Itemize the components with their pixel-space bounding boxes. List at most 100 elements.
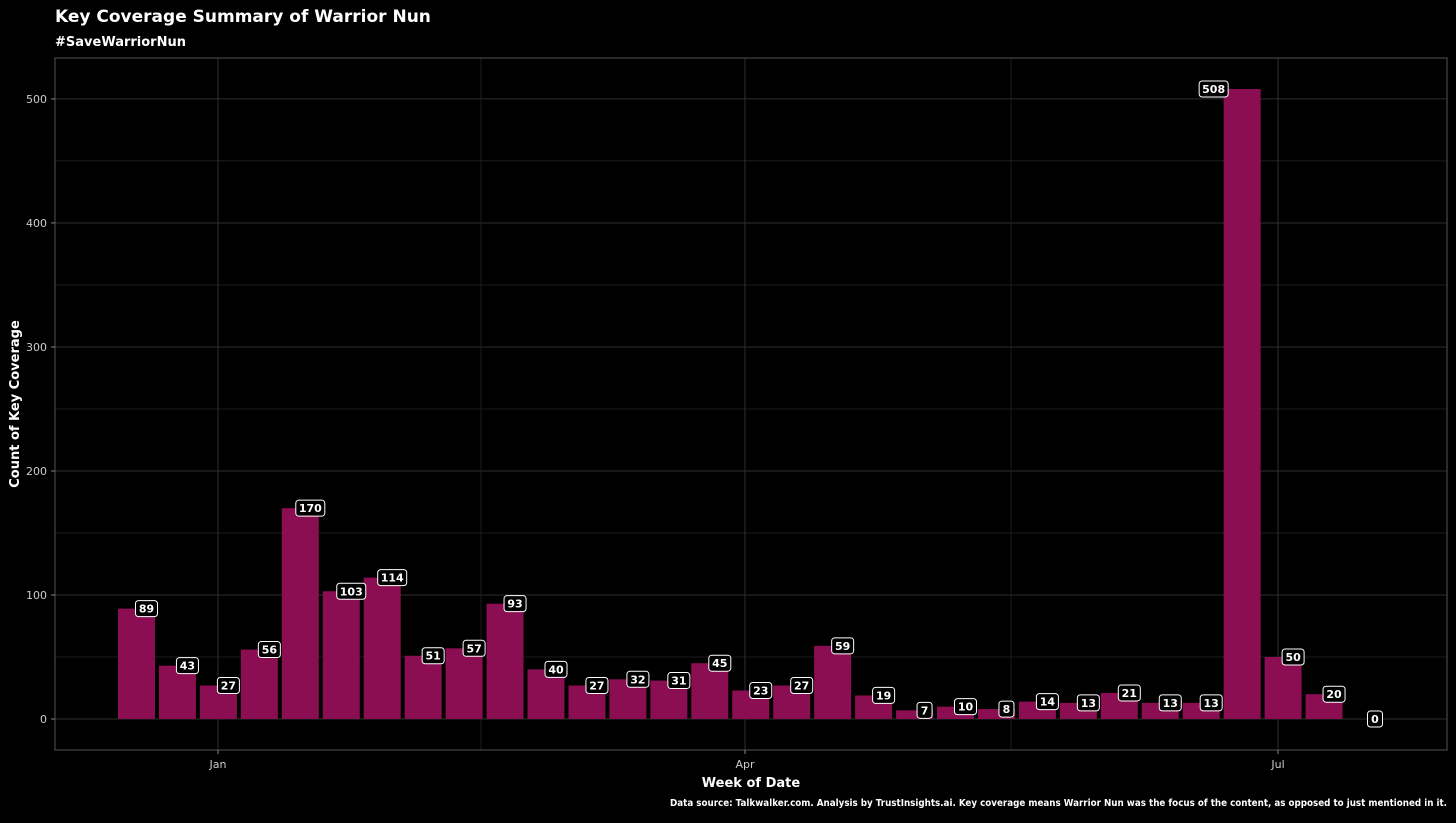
- bar: [404, 655, 442, 719]
- bar: [281, 508, 319, 719]
- bar: [322, 591, 360, 719]
- panel-border: [54, 57, 1448, 751]
- data-label: 27: [585, 677, 609, 695]
- data-label: 93: [503, 595, 527, 613]
- data-label: 0: [1367, 710, 1383, 728]
- chart-caption: Data source: Talkwalker.com. Analysis by…: [670, 798, 1447, 809]
- data-label-box: [916, 701, 933, 719]
- data-label-box: [1117, 684, 1141, 702]
- data-label-box: [544, 660, 568, 678]
- data-label: 170: [295, 499, 326, 517]
- data-label-text: 93: [507, 598, 522, 611]
- data-label-box: [872, 686, 896, 704]
- data-label: 56: [257, 641, 281, 659]
- data-label-text: 45: [712, 657, 727, 670]
- data-label-text: 103: [340, 585, 363, 598]
- data-label: 13: [1076, 694, 1100, 712]
- data-label-box: [135, 600, 158, 618]
- data-label-box: [295, 499, 326, 517]
- data-label-text: 10: [958, 701, 974, 714]
- data-label: 20: [1322, 685, 1346, 703]
- bar: [814, 645, 852, 719]
- data-label-text: 13: [1163, 697, 1178, 710]
- chart-subtitle: #SaveWarriorNun: [55, 35, 186, 50]
- data-label-text: 56: [262, 644, 278, 657]
- data-label-box: [336, 582, 367, 600]
- y-axis-ticks: 0 100 200 300 400 500: [26, 93, 55, 726]
- data-label: 51: [421, 647, 445, 665]
- data-label-box: [1322, 685, 1346, 703]
- data-label-box: [831, 637, 855, 655]
- bar: [977, 709, 1015, 719]
- y-tick-label: 500: [26, 93, 47, 106]
- data-label-box: [1158, 694, 1182, 712]
- x-tick-label: Jul: [1270, 758, 1284, 771]
- data-label: 59: [831, 637, 855, 655]
- data-label-text: 21: [1122, 687, 1137, 700]
- data-label: 13: [1158, 694, 1182, 712]
- data-label-text: 19: [876, 689, 891, 702]
- data-label-box: [1198, 80, 1229, 98]
- data-label-box: [954, 698, 977, 716]
- data-label-box: [998, 700, 1015, 718]
- data-label-box: [257, 641, 281, 659]
- data-label: 32: [626, 670, 650, 688]
- data-label: 89: [135, 600, 158, 618]
- data-label-text: 31: [671, 675, 686, 688]
- data-label-text: 59: [835, 640, 850, 653]
- data-label-box: [790, 677, 814, 695]
- data-label-box: [1035, 693, 1059, 711]
- data-label-box: [377, 569, 408, 587]
- bar: [445, 648, 483, 719]
- bar: [486, 603, 524, 719]
- data-label-box: [462, 639, 486, 657]
- data-label: 7: [916, 701, 933, 719]
- data-label-text: 508: [1202, 83, 1225, 96]
- bar: [1264, 656, 1302, 719]
- y-axis-label: Count of Key Coverage: [8, 320, 23, 488]
- bar: [896, 710, 934, 719]
- data-labels: 89 43 27 56 170 103 114 51 57 93 40 27 32 31 45 23 27 59 1…: [135, 80, 1383, 728]
- data-label-text: 0: [1371, 713, 1379, 726]
- data-label: 45: [708, 654, 732, 672]
- data-label: 114: [377, 569, 408, 587]
- data-label-text: 40: [548, 663, 564, 676]
- data-label: 21: [1117, 684, 1141, 702]
- data-label: 27: [790, 677, 814, 695]
- data-label-text: 27: [589, 680, 604, 693]
- y-tick-label: 400: [26, 217, 47, 230]
- bar: [158, 665, 196, 719]
- data-label-text: 20: [1326, 688, 1342, 701]
- data-label-box: [1199, 694, 1223, 712]
- data-label: 40: [544, 660, 568, 678]
- bar: [118, 608, 155, 719]
- data-label-box: [708, 654, 732, 672]
- y-tick-label: 0: [40, 713, 47, 726]
- x-axis-label: Week of Date: [702, 776, 801, 791]
- y-tick-label: 300: [26, 341, 47, 354]
- x-tick-label: Apr: [735, 758, 755, 771]
- x-axis-ticks: Jan Apr Jul: [209, 750, 1285, 771]
- data-label: 27: [216, 677, 240, 695]
- y-tick-label: 100: [26, 589, 47, 602]
- data-label: 31: [667, 672, 691, 690]
- data-label: 19: [872, 686, 896, 704]
- data-label-text: 8: [1003, 703, 1011, 716]
- data-label-text: 13: [1081, 697, 1096, 710]
- bar: [363, 577, 401, 719]
- data-label-box: [585, 677, 609, 695]
- x-tick-label: Jan: [209, 758, 227, 771]
- data-label-text: 51: [425, 650, 440, 663]
- data-label-text: 27: [794, 680, 809, 693]
- data-label: 50: [1281, 648, 1305, 666]
- data-label-box: [421, 647, 445, 665]
- data-label-box: [216, 677, 240, 695]
- data-label-box: [667, 672, 691, 690]
- data-label-text: 57: [466, 642, 481, 655]
- data-label-text: 14: [1040, 696, 1056, 709]
- data-label: 14: [1035, 693, 1059, 711]
- bar: [1223, 89, 1261, 719]
- data-label-text: 7: [921, 704, 929, 717]
- data-label-text: 32: [630, 673, 645, 686]
